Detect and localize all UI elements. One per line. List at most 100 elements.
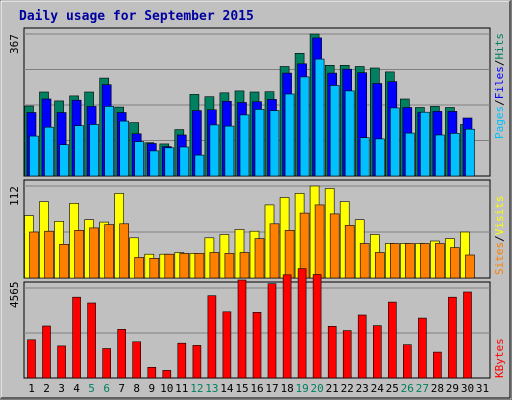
bar-kbytes-day-17: [267, 283, 277, 379]
bar-kbytes-day-13: [207, 295, 217, 379]
bar-kbytes-day-14: [222, 311, 232, 379]
bar-kbytes-day-6: [102, 348, 111, 379]
legend-visits: Visits: [493, 196, 506, 236]
bar-pages-day-23: [359, 137, 370, 177]
bar-pages-day-10: [164, 147, 175, 177]
x-tick-day-12: 12: [190, 382, 203, 395]
x-tick-day-1: 1: [28, 382, 35, 395]
x-tick-day-8: 8: [133, 382, 140, 395]
bar-pages-day-1: [29, 135, 39, 177]
x-tick-day-28: 28: [431, 382, 444, 395]
bar-sites-day-7: [119, 223, 129, 279]
legend-files: Files: [493, 66, 506, 99]
bar-sites-day-30: [465, 254, 475, 279]
bar-pages-day-19: [299, 76, 310, 177]
y-max-label: 112: [8, 186, 21, 206]
x-tick-day-2: 2: [43, 382, 50, 395]
bar-kbytes-day-25: [387, 301, 397, 379]
bar-kbytes-day-18: [282, 274, 292, 379]
bar-pages-day-6: [104, 106, 114, 177]
bar-sites-day-20: [314, 204, 325, 279]
bar-pages-day-3: [59, 144, 69, 177]
bar-pages-day-26: [404, 132, 415, 177]
bar-kbytes-day-20: [312, 274, 322, 379]
x-tick-day-26: 26: [401, 382, 414, 395]
bar-sites-day-29: [450, 247, 460, 279]
bar-pages-day-14: [224, 125, 235, 177]
bar-sites-day-27: [420, 243, 430, 279]
bar-sites-day-23: [359, 243, 370, 279]
bar-kbytes-day-9: [147, 366, 157, 379]
bar-sites-day-21: [329, 213, 340, 279]
bar-pages-day-21: [329, 85, 340, 177]
x-tick-day-24: 24: [371, 382, 385, 395]
x-tick-day-4: 4: [73, 382, 80, 395]
bar-pages-day-11: [179, 146, 190, 177]
legend-separator: /: [493, 99, 506, 106]
bar-pages-day-4: [74, 125, 84, 177]
bar-kbytes-day-27: [418, 317, 427, 379]
x-tick-day-17: 17: [265, 382, 278, 395]
x-axis-ticks: 1 2 3 4 5 6 7 8 9 10 11 12 13 14 15 16 17 18 19 20 21 22 23 24 2…: [28, 382, 489, 395]
x-tick-day-19: 19: [295, 382, 308, 395]
bar-kbytes-day-5: [87, 302, 96, 379]
bar-pages-day-13: [209, 124, 220, 177]
bar-pages-day-20: [314, 58, 325, 177]
bar-kbytes-day-2: [42, 325, 51, 379]
x-tick-day-25: 25: [386, 382, 399, 395]
x-tick-day-14: 14: [220, 382, 234, 395]
x-tick-day-18: 18: [280, 382, 293, 395]
bar-pages-day-18: [284, 93, 295, 177]
bar-kbytes-day-29: [448, 296, 457, 379]
legend-kbytes: KBytes: [493, 338, 506, 378]
bar-sites-day-5: [89, 227, 99, 279]
bar-pages-day-27: [420, 111, 430, 177]
bar-sites-day-13: [209, 252, 220, 279]
panels: 367 112 4565: [8, 27, 491, 379]
bar-kbytes-day-10: [162, 370, 172, 379]
bar-kbytes-day-15: [237, 279, 247, 379]
bar-pages-day-8: [134, 141, 144, 177]
x-tick-day-6: 6: [103, 382, 110, 395]
x-tick-day-27: 27: [416, 382, 429, 395]
bar-sites-day-19: [299, 212, 310, 279]
x-tick-day-23: 23: [356, 382, 369, 395]
bar-pages-day-7: [119, 120, 129, 177]
bar-kbytes-day-4: [72, 296, 81, 379]
x-tick-day-21: 21: [326, 382, 339, 395]
bar-kbytes-day-26: [402, 344, 412, 379]
x-tick-day-30: 30: [461, 382, 474, 395]
bar-pages-day-30: [465, 128, 475, 177]
x-tick-day-3: 3: [58, 382, 65, 395]
bar-sites-day-4: [74, 230, 84, 279]
bar-pages-day-12: [194, 154, 205, 177]
x-tick-day-15: 15: [235, 382, 248, 395]
panel-visits-sites: 112: [8, 179, 491, 279]
bar-pages-day-16: [254, 109, 265, 177]
bar-pages-day-5: [89, 124, 99, 177]
bar-kbytes-day-28: [433, 351, 442, 379]
bar-sites-day-16: [254, 238, 265, 279]
bar-kbytes-day-21: [327, 325, 337, 379]
legend-pages: Pages: [493, 106, 506, 139]
bar-pages-day-15: [239, 114, 250, 177]
bar-kbytes-day-8: [132, 341, 141, 379]
bar-pages-day-9: [149, 150, 160, 177]
x-tick-day-29: 29: [446, 382, 459, 395]
legend-pages-files-hits: Pages/Files/Hits: [493, 33, 506, 139]
bar-sites-day-12: [194, 253, 205, 279]
bar-sites-day-22: [344, 225, 355, 279]
bar-sites-day-3: [59, 244, 69, 279]
x-tick-day-31: 31: [476, 382, 489, 395]
bar-kbytes-day-3: [57, 345, 66, 379]
bar-sites-day-18: [284, 230, 295, 279]
bar-kbytes-day-11: [177, 342, 187, 379]
bar-sites-day-1: [29, 231, 39, 279]
bar-sites-day-17: [269, 223, 280, 279]
bar-kbytes-day-1: [27, 339, 36, 379]
x-tick-day-7: 7: [118, 382, 125, 395]
bar-kbytes-day-16: [252, 311, 262, 379]
x-tick-day-11: 11: [175, 382, 188, 395]
chart-title: Daily usage for September 2015: [19, 9, 254, 24]
bar-kbytes-day-12: [192, 345, 202, 379]
